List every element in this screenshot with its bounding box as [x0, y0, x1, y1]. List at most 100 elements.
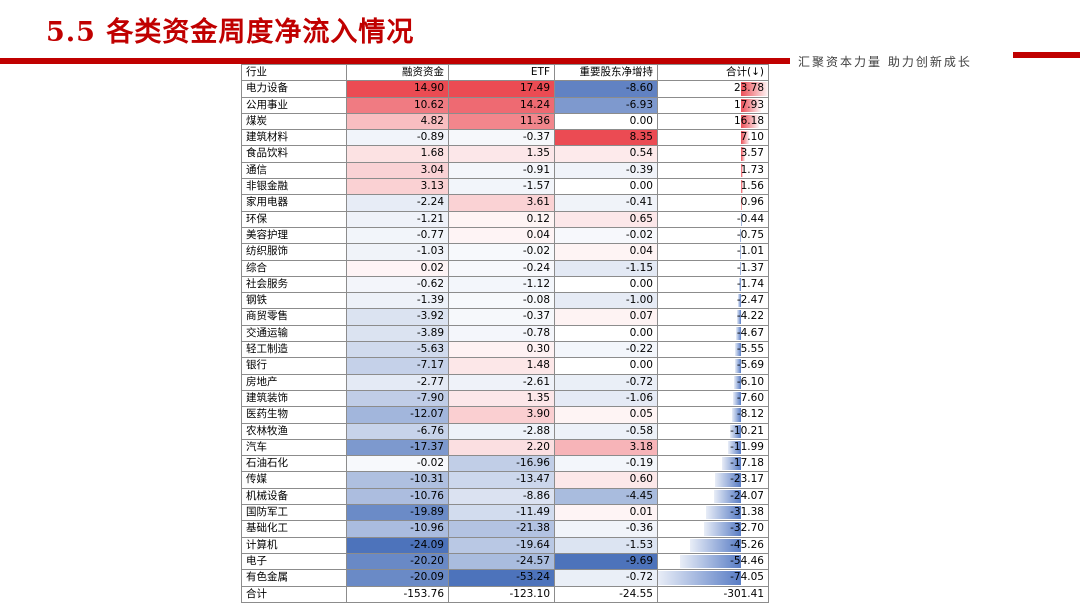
value-cell: -17.37: [346, 438, 449, 457]
value-cell: -12.07: [346, 406, 449, 424]
value-cell: -2.24: [346, 194, 449, 212]
table-row: 国防军工 -19.89 -11.49 0.01 -31.38: [241, 504, 769, 522]
table-row: 电力设备 14.90 17.49 -8.60 23.78: [241, 80, 769, 98]
total-value: -0.75: [736, 228, 764, 241]
total-cell: -7.60: [657, 389, 769, 408]
value-cell: 1.68: [346, 145, 449, 163]
table-row: 农林牧渔 -6.76 -2.88 -0.58 -10.21: [241, 422, 769, 440]
total-cell: -74.05: [657, 569, 769, 587]
table-row: 传媒 -10.31 -13.47 0.60 -23.17: [241, 471, 769, 489]
page-title: 5.5 各类资金周度净流入情况: [46, 17, 415, 48]
total-value: -6.10: [736, 375, 764, 388]
total-cell: 1.73: [657, 161, 769, 180]
header-etf: ETF: [448, 63, 555, 82]
table-row: 机械设备 -10.76 -8.86 -4.45 -24.07: [241, 487, 769, 506]
value-cell: 2.20: [448, 438, 555, 457]
total-bar: [735, 343, 742, 357]
total-bar: [740, 228, 742, 243]
total-bar: [741, 82, 768, 96]
value-cell: -19.89: [346, 504, 449, 522]
industry-name: 钢铁: [241, 292, 347, 310]
value-cell: -1.57: [448, 178, 555, 196]
industry-name: 纺织服饰: [241, 243, 347, 261]
value-cell: -11.49: [448, 504, 555, 522]
total-label: 合计: [241, 585, 347, 603]
value-cell: 1.35: [448, 389, 555, 408]
value-cell: -1.12: [448, 275, 555, 294]
grand-total-value: -123.10: [448, 585, 555, 603]
value-cell: -0.24: [448, 259, 555, 277]
value-cell: -10.31: [346, 471, 449, 489]
value-cell: -0.78: [448, 324, 555, 343]
value-cell: 0.01: [554, 504, 658, 522]
value-cell: -0.62: [346, 275, 449, 294]
total-cell: 7.10: [657, 129, 769, 147]
total-bar: [741, 180, 743, 194]
total-value: 1.73: [740, 163, 764, 176]
total-value: 23.78: [733, 82, 764, 95]
value-cell: -0.41: [554, 194, 658, 212]
industry-name: 家用电器: [241, 194, 347, 212]
value-cell: -3.89: [346, 324, 449, 343]
total-cell: -8.12: [657, 406, 769, 424]
industry-name: 煤炭: [241, 112, 347, 131]
total-value: -7.60: [736, 391, 764, 404]
industry-name: 计算机: [241, 536, 347, 554]
total-cell: -31.38: [657, 504, 769, 522]
industry-name: 公用事业: [241, 96, 347, 114]
table-row: 汽车 -17.37 2.20 3.18 -11.99: [241, 438, 769, 457]
total-value: -8.12: [736, 408, 764, 421]
total-value: -24.07: [730, 489, 764, 502]
value-cell: 0.02: [346, 259, 449, 277]
header-industry: 行业: [241, 63, 347, 82]
total-bar: [740, 245, 742, 259]
total-value: -31.38: [730, 506, 764, 519]
total-bar: [732, 408, 742, 422]
value-cell: -0.91: [448, 161, 555, 180]
header-row: 行业 融资资金 ETF 重要股东净增持 合计(↓): [241, 63, 769, 82]
fund-flow-table: 行业 融资资金 ETF 重要股东净增持 合计(↓) 电力设备 14.90 17.49…: [241, 63, 769, 603]
value-cell: 0.30: [448, 341, 555, 359]
table-row: 综合 0.02 -0.24 -1.15 -1.37: [241, 259, 769, 277]
industry-name: 国防军工: [241, 504, 347, 522]
total-value: -32.70: [730, 522, 764, 535]
value-cell: -10.96: [346, 520, 449, 538]
total-cell: 1.56: [657, 178, 769, 196]
value-cell: -5.63: [346, 341, 449, 359]
value-cell: 1.35: [448, 145, 555, 163]
value-cell: 0.00: [554, 275, 658, 294]
header-total-sorted[interactable]: 合计(↓): [657, 63, 769, 82]
total-cell: -1.01: [657, 243, 769, 261]
industry-name: 电力设备: [241, 80, 347, 98]
total-bar: [732, 391, 742, 406]
total-value: -23.17: [730, 473, 764, 486]
value-cell: -1.15: [554, 259, 658, 277]
total-bar: [741, 163, 744, 178]
grand-total-value: -153.76: [346, 585, 449, 603]
total-bar: [741, 196, 743, 210]
title-underline-bar: [0, 58, 790, 64]
industry-name: 商贸零售: [241, 308, 347, 326]
total-bar: [741, 147, 746, 161]
value-cell: 0.54: [554, 145, 658, 163]
total-cell: -0.44: [657, 210, 769, 228]
value-cell: -0.02: [554, 226, 658, 245]
total-cell: 0.96: [657, 194, 769, 212]
value-cell: 0.65: [554, 210, 658, 228]
value-cell: 0.00: [554, 112, 658, 131]
total-cell: -11.99: [657, 438, 769, 457]
total-cell: 16.18: [657, 112, 769, 131]
total-value: -1.37: [736, 261, 764, 274]
total-cell: -24.07: [657, 487, 769, 506]
value-cell: -0.72: [554, 569, 658, 587]
total-cell: -5.69: [657, 357, 769, 375]
total-value: 3.57: [740, 147, 764, 160]
industry-name: 农林牧渔: [241, 422, 347, 440]
value-cell: 14.90: [346, 80, 449, 98]
value-cell: -0.02: [448, 243, 555, 261]
total-bar: [705, 506, 742, 520]
value-cell: -0.37: [448, 129, 555, 147]
value-cell: -7.90: [346, 389, 449, 408]
table-row: 钢铁 -1.39 -0.08 -1.00 -2.47: [241, 292, 769, 310]
value-cell: -9.69: [554, 552, 658, 571]
